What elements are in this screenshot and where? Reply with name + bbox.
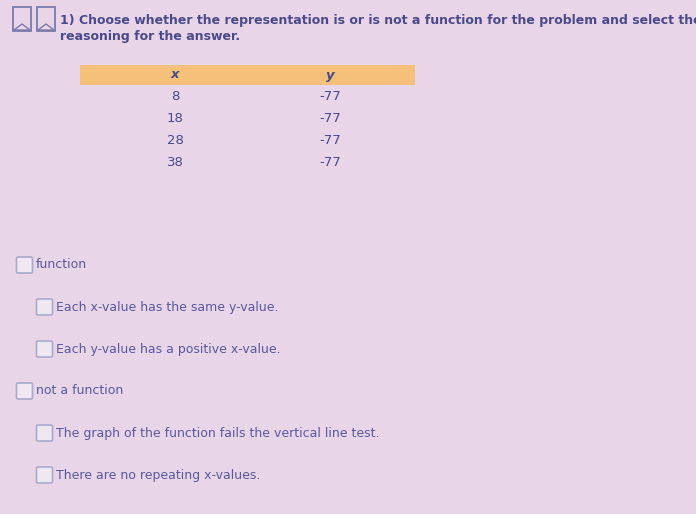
FancyBboxPatch shape [36,425,52,441]
Text: 8: 8 [171,89,179,102]
Text: function: function [36,259,87,271]
Text: -77: -77 [319,112,341,124]
FancyBboxPatch shape [37,7,55,31]
Text: reasoning for the answer.: reasoning for the answer. [60,30,240,43]
Text: 1) Choose whether the representation is or is not a function for the problem and: 1) Choose whether the representation is … [60,14,696,27]
Text: Each x-value has the same y-value.: Each x-value has the same y-value. [56,301,278,314]
Polygon shape [14,24,30,30]
Text: 18: 18 [166,112,184,124]
Text: 38: 38 [166,156,184,169]
Text: -77: -77 [319,134,341,146]
Bar [80,65,415,85]
Text: There are no repeating x-values.: There are no repeating x-values. [56,468,260,482]
FancyBboxPatch shape [36,299,52,315]
Text: not a function: not a function [36,384,123,397]
Text: y: y [326,68,334,82]
Text: -77: -77 [319,89,341,102]
Text: Each y-value has a positive x-value.: Each y-value has a positive x-value. [56,342,280,356]
Text: -77: -77 [319,156,341,169]
Text: x: x [171,68,180,82]
Polygon shape [38,24,54,30]
FancyBboxPatch shape [17,257,33,273]
FancyBboxPatch shape [36,341,52,357]
FancyBboxPatch shape [13,7,31,31]
FancyBboxPatch shape [17,383,33,399]
Text: 28: 28 [166,134,184,146]
Text: The graph of the function fails the vertical line test.: The graph of the function fails the vert… [56,427,379,439]
FancyBboxPatch shape [36,467,52,483]
